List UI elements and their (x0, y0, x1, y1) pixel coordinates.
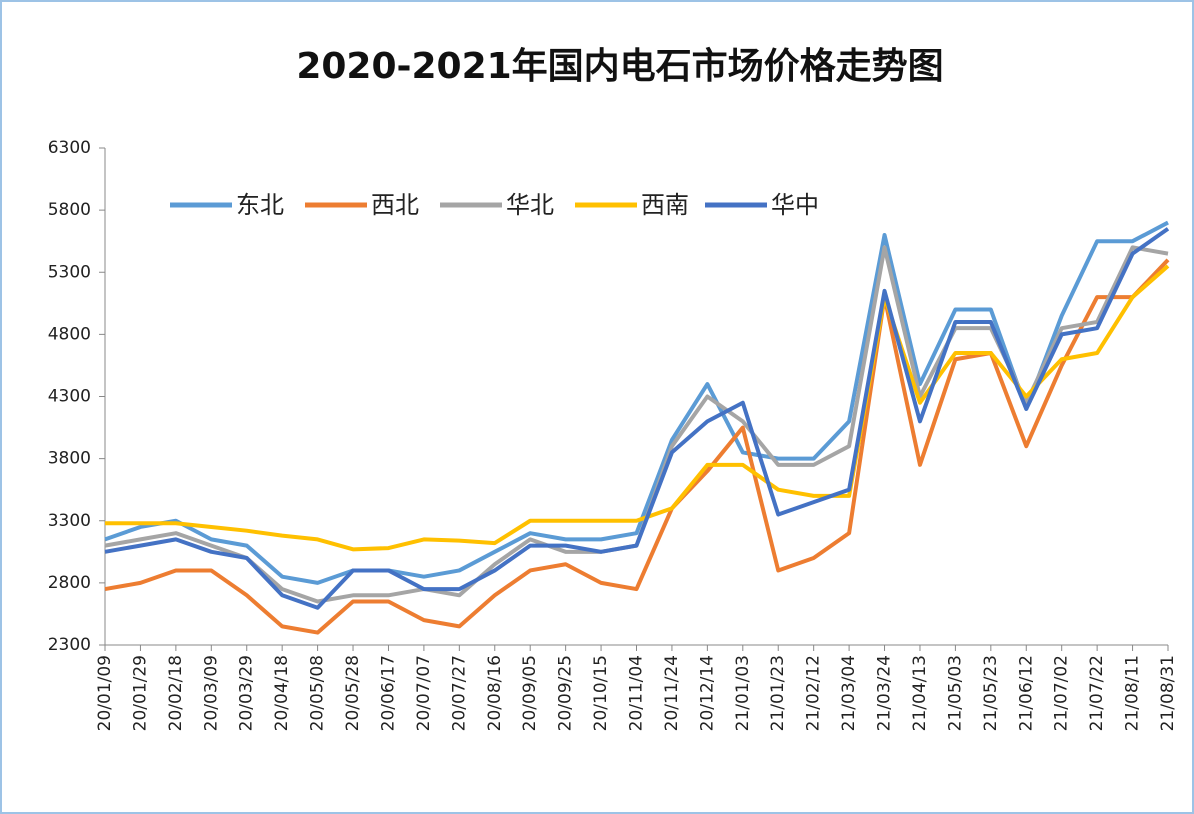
x-tick-label: 20/02/18 (166, 655, 186, 731)
y-tick-label: 2800 (48, 573, 91, 593)
x-tick-label: 21/05/23 (981, 655, 1001, 731)
x-tick-label: 21/06/12 (1016, 655, 1036, 731)
y-tick-label: 4300 (48, 387, 91, 407)
x-tick-label: 20/09/25 (556, 655, 576, 731)
x-tick-label: 20/03/09 (201, 655, 221, 731)
x-tick-label: 21/08/11 (1123, 655, 1143, 731)
series-line (104, 220, 1169, 585)
x-tick-label: 21/04/13 (910, 655, 930, 731)
y-tick-label: 4800 (48, 324, 91, 344)
y-tick-label: 3300 (48, 511, 91, 531)
x-tick-label: 20/07/07 (414, 655, 434, 731)
x-tick-label: 21/01/23 (768, 655, 788, 731)
x-tick-label: 20/05/08 (308, 655, 328, 731)
x-tick-label: 20/08/16 (485, 655, 505, 731)
x-tick-label: 20/07/27 (449, 655, 469, 731)
chart-title: 2020-2021年国内电石市场价格走势图 (296, 46, 943, 87)
y-tick-label: 2300 (48, 635, 91, 655)
x-tick-label: 20/10/15 (591, 655, 611, 731)
x-tick-label: 21/01/03 (733, 655, 753, 731)
x-tick-label: 20/09/05 (520, 655, 540, 731)
legend-label: 华中 (771, 191, 819, 219)
legend-label: 西南 (641, 191, 689, 219)
x-tick-label: 20/12/14 (697, 655, 717, 731)
x-tick-label: 21/03/04 (839, 655, 859, 731)
y-tick-label: 3800 (48, 449, 91, 469)
legend-label: 东北 (236, 191, 284, 219)
x-tick-label: 21/03/24 (875, 655, 895, 731)
x-tick-label: 21/08/31 (1158, 655, 1178, 731)
y-tick-label: 6300 (48, 138, 91, 158)
legend-label: 华北 (506, 191, 554, 219)
x-tick-label: 20/11/24 (662, 655, 682, 731)
series-line (105, 264, 1170, 552)
x-tick-label: 20/01/09 (95, 655, 115, 731)
x-tick-label: 20/06/17 (378, 655, 398, 731)
x-tick-label: 20/03/29 (237, 655, 257, 731)
x-tick-label: 21/02/12 (804, 655, 824, 731)
x-tick-label: 20/05/28 (343, 655, 363, 731)
x-tick-label: 21/07/22 (1087, 655, 1107, 731)
x-tick-label: 20/04/18 (272, 655, 292, 731)
y-tick-label: 5300 (48, 262, 91, 282)
legend-label: 西北 (371, 191, 419, 219)
x-tick-label: 21/05/03 (945, 655, 965, 731)
x-tick-label: 21/07/02 (1052, 655, 1072, 731)
series-line (104, 227, 1170, 610)
x-tick-label: 20/11/04 (627, 655, 647, 731)
x-tick-label: 20/01/29 (130, 655, 150, 731)
y-tick-label: 5800 (48, 200, 91, 220)
